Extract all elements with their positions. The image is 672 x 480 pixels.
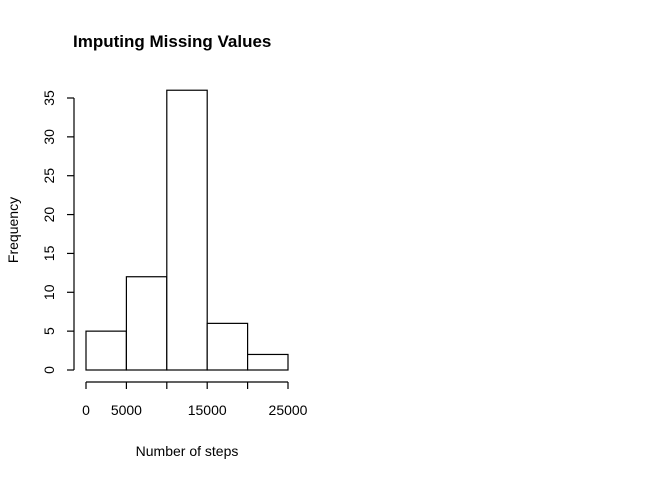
y-tick-label: 30 xyxy=(41,129,57,145)
y-tick-label: 25 xyxy=(41,168,57,184)
histogram-bar xyxy=(85,330,128,371)
y-tick-label: 20 xyxy=(41,207,57,223)
chart-title: Imputing Missing Values xyxy=(73,32,271,51)
y-tick-label: 35 xyxy=(41,90,57,106)
histogram-bar xyxy=(125,276,168,371)
x-tick-label: 15000 xyxy=(188,402,227,418)
y-axis-label: Frequency xyxy=(5,197,21,263)
x-tick-label: 5000 xyxy=(111,402,142,418)
x-tick-label: 25000 xyxy=(269,402,308,418)
bars-group xyxy=(85,89,289,371)
histogram-bar xyxy=(206,322,249,371)
x-axis: 0 5000 15000 25000 xyxy=(82,381,308,418)
y-tick-label: 0 xyxy=(41,366,57,374)
y-tick-label: 5 xyxy=(41,327,57,335)
x-axis-label: Number of steps xyxy=(136,443,239,459)
histogram-bar xyxy=(247,353,289,371)
y-tick-label: 10 xyxy=(41,284,57,300)
x-tick-label: 0 xyxy=(82,402,90,418)
histogram-bar xyxy=(166,89,208,371)
y-axis: 0 5 10 15 20 25 30 35 xyxy=(41,90,75,374)
y-tick-label: 15 xyxy=(41,245,57,261)
